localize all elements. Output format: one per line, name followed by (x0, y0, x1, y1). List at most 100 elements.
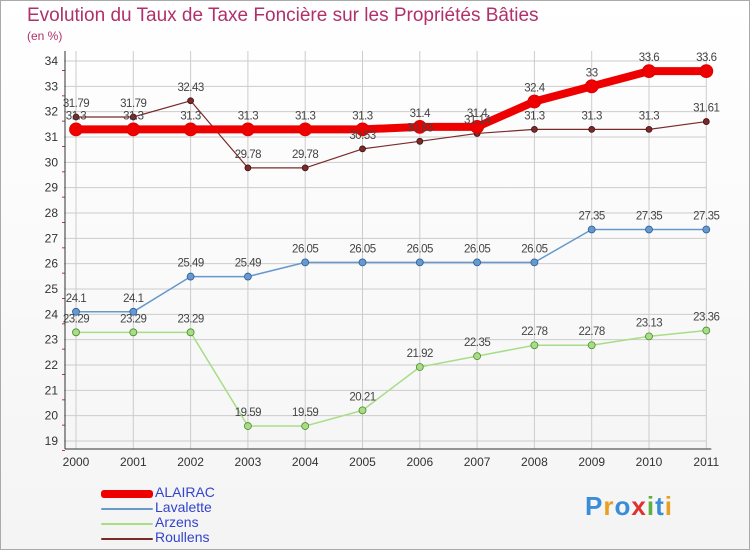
data-label-lavalette: 26.05 (407, 243, 433, 255)
data-point-lavalette (72, 307, 80, 316)
y-tick-label: 34 (45, 54, 59, 68)
x-tick-label: 2011 (693, 455, 719, 469)
x-tick-label: 2003 (235, 455, 262, 469)
data-label-alairac: 31.3 (295, 110, 315, 122)
data-label-alairac: 33.6 (696, 52, 716, 64)
y-tick-label: 31 (45, 130, 59, 144)
legend-swatch (101, 508, 153, 510)
data-point-roullens (129, 113, 137, 121)
x-tick-label: 2006 (406, 455, 433, 469)
gridlines (64, 51, 707, 449)
x-tick-label: 2000 (63, 455, 90, 469)
data-label-roullens: 32.43 (177, 82, 203, 94)
data-point-arzens (186, 328, 195, 337)
data-label-arzens: 23.36 (693, 312, 719, 324)
data-label-lavalette: 26.05 (521, 243, 547, 255)
data-point-roullens (702, 118, 710, 125)
data-point-roullens (416, 137, 424, 145)
y-tick-label: 26 (45, 257, 59, 271)
data-label-roullens: 31.61 (693, 103, 719, 115)
x-tick-label: 2008 (521, 455, 548, 469)
data-label-alairac: 32.4 (524, 83, 545, 95)
data-point-alairac (642, 64, 656, 79)
y-tick-label: 23 (45, 333, 59, 347)
data-point-roullens (72, 113, 80, 121)
y-tick-label: 24 (45, 307, 59, 321)
x-tick-label: 2009 (578, 455, 605, 469)
legend-swatch (101, 538, 153, 540)
axes: 19 20 21 22 23 24 25 26 27 28 29 30 31 32 33 34 2000 2001… (45, 51, 720, 469)
series-line-arzens (75, 329, 708, 427)
data-label-lavalette: 27.35 (636, 210, 662, 222)
legend-label: Roullens (155, 529, 210, 545)
data-point-roullens (588, 125, 596, 133)
data-label-alairac: 31.3 (352, 110, 372, 122)
data-point-arzens (530, 341, 539, 350)
data-point-lavalette (186, 272, 195, 281)
data-point-arzens (243, 422, 252, 430)
x-tick-label: 2007 (464, 455, 491, 469)
data-point-alairac (126, 122, 141, 137)
x-tick-label: 2004 (292, 455, 319, 469)
legend-label: Lavalette (155, 499, 212, 515)
data-label-lavalette: 25.49 (177, 258, 203, 270)
data-point-roullens (359, 145, 366, 153)
data-point-alairac (412, 119, 427, 134)
data-label-alairac: 31.3 (238, 110, 258, 122)
data-label-lavalette: 26.05 (464, 243, 490, 255)
data-point-lavalette (358, 258, 367, 267)
legend-label: Arzens (155, 514, 199, 530)
data-point-arzens (72, 328, 80, 337)
data-label-roullens: 30.83 (407, 122, 433, 134)
data-label-arzens: 19.59 (235, 407, 261, 419)
series-line-lavalette (75, 228, 708, 313)
data-label-arzens: 23.29 (120, 313, 146, 325)
data-point-arzens (702, 326, 711, 335)
data-point-lavalette (301, 258, 310, 267)
data-label-lavalette: 24.1 (123, 293, 143, 305)
data-point-lavalette (587, 225, 596, 234)
data-point-roullens (187, 97, 195, 105)
data-label-alairac: 33 (586, 67, 598, 79)
logo-letter: r (603, 491, 615, 521)
data-point-roullens (645, 125, 653, 133)
data-label-roullens: 31.3 (639, 110, 659, 122)
data-point-alairac (527, 94, 542, 109)
x-tick-label: 2002 (177, 455, 204, 469)
data-point-arzens (415, 363, 424, 371)
legend-swatch (101, 523, 153, 525)
data-point-arzens (358, 406, 367, 415)
data-label-alairac: 33.6 (639, 52, 659, 64)
data-point-arzens (587, 341, 596, 350)
data-point-lavalette (243, 272, 252, 281)
data-point-arzens (301, 422, 310, 430)
data-label-arzens: 23.29 (63, 313, 89, 325)
data-label-roullens: 29.78 (235, 149, 261, 161)
data-label-arzens: 19.59 (292, 407, 318, 419)
y-tick-label: 20 (45, 409, 59, 423)
y-tick-label: 30 (45, 155, 59, 169)
data-label-arzens: 22.78 (579, 326, 605, 338)
data-label-lavalette: 26.05 (292, 243, 318, 255)
data-label-lavalette: 26.05 (349, 243, 375, 255)
y-tick-label: 29 (45, 181, 59, 195)
data-label-lavalette: 27.35 (693, 210, 719, 222)
data-label-roullens: 31.3 (524, 110, 544, 122)
logo-letter: i (646, 491, 656, 521)
legend-label: ALAIRAC (155, 484, 215, 500)
y-tick-label: 32 (45, 105, 59, 119)
logo-letter: x (631, 491, 647, 521)
data-point-lavalette (473, 258, 482, 267)
logo-letter: o (614, 491, 632, 521)
chart-title: Evolution du Taux de Taxe Foncière sur l… (27, 5, 539, 26)
data-label-lavalette: 27.35 (579, 210, 605, 222)
data-label-arzens: 23.29 (177, 313, 203, 325)
x-tick-label: 2001 (120, 455, 147, 469)
data-point-roullens (531, 125, 538, 133)
y-tick-label: 21 (45, 383, 59, 397)
data-label-alairac: 31.3 (66, 110, 86, 122)
data-point-alairac (240, 122, 255, 137)
x-tick-label: 2005 (349, 455, 376, 469)
data-point-alairac (470, 119, 485, 134)
